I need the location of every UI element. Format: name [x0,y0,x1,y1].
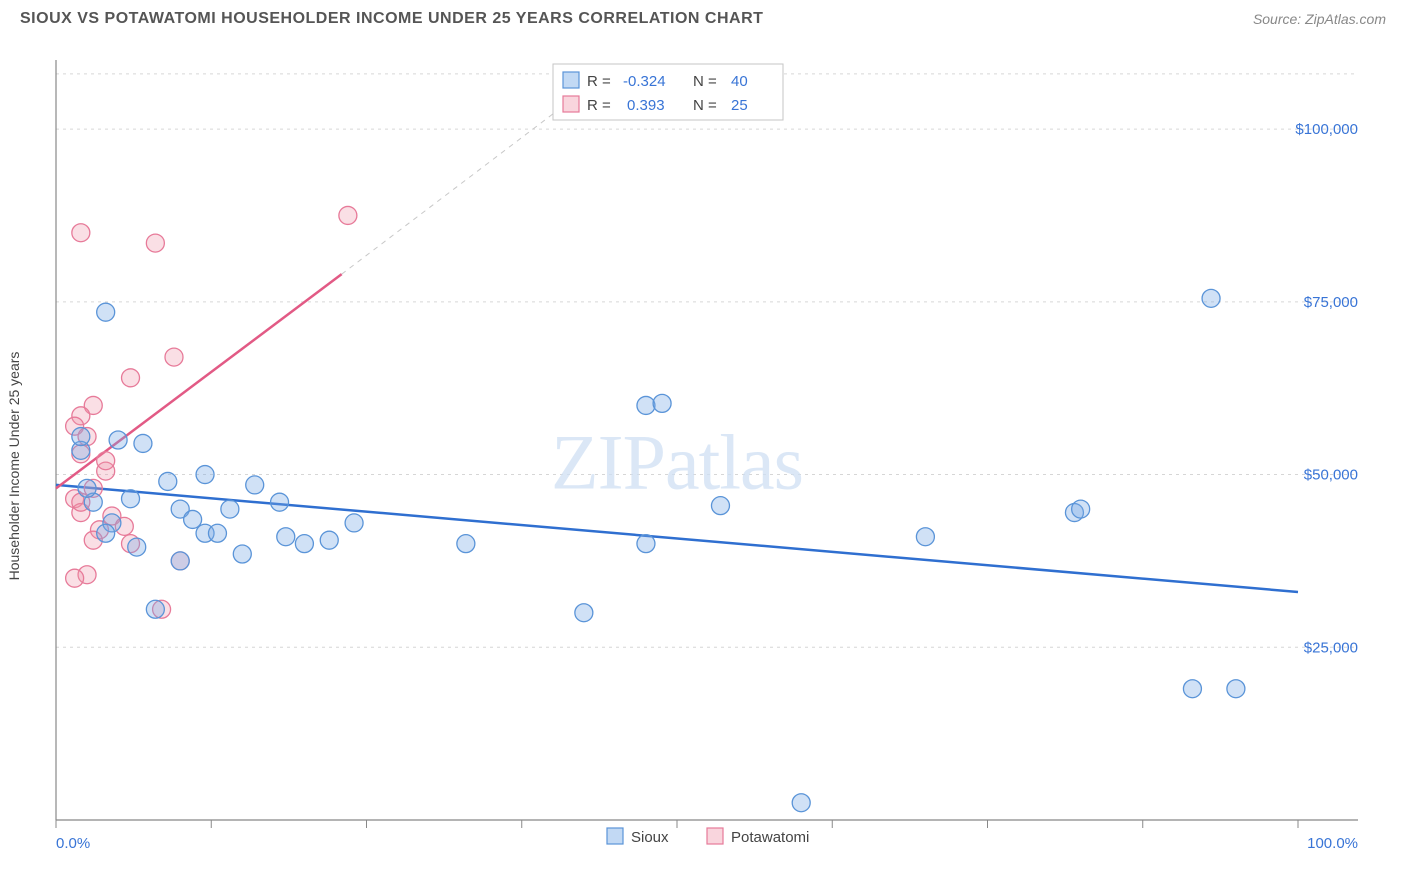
stats-n-sioux: 40 [731,73,748,90]
data-point-potawatomi [97,452,115,470]
y-tick-label: $100,000 [1295,121,1358,138]
data-point-sioux [320,531,338,549]
data-point-sioux [271,493,289,511]
data-point-sioux [916,528,934,546]
data-point-sioux [637,535,655,553]
data-point-sioux [1072,500,1090,518]
legend-swatch-sioux [607,828,623,844]
data-point-potawatomi [72,224,90,242]
data-point-potawatomi [66,569,84,587]
data-point-sioux [78,479,96,497]
data-point-sioux [159,472,177,490]
data-point-sioux [1202,289,1220,307]
y-tick-label: $25,000 [1304,639,1358,656]
data-point-sioux [711,497,729,515]
stats-n-label: N = [693,97,717,114]
data-point-sioux [277,528,295,546]
x-tick-label: 100.0% [1307,835,1358,852]
scatter-chart: ZIPatlas 0.0% 100.0% $25,000 $50,000 $75,000 $… [18,40,1388,890]
stats-r-potawatomi: 0.393 [627,97,665,114]
data-point-sioux [575,604,593,622]
x-tick-label: 0.0% [56,835,90,852]
data-point-sioux [221,500,239,518]
stats-n-label: N = [693,73,717,90]
data-point-sioux [792,794,810,812]
legend-label-potawatomi: Potawatomi [731,829,809,846]
data-point-sioux [1227,680,1245,698]
data-point-sioux [295,535,313,553]
legend-swatch-potawatomi [707,828,723,844]
data-point-sioux [146,600,164,618]
data-point-sioux [637,396,655,414]
legend-swatch-potawatomi [563,96,579,112]
data-point-sioux [122,490,140,508]
data-point-sioux [457,535,475,553]
data-point-sioux [184,510,202,528]
y-tick-label: $75,000 [1304,294,1358,311]
y-axis-label: Householder Income Under 25 years [6,352,22,581]
stats-n-potawatomi: 25 [731,97,748,114]
data-point-sioux [134,434,152,452]
data-point-sioux [97,303,115,321]
data-point-sioux [196,466,214,484]
chart-header: SIOUX VS POTAWATOMI HOUSEHOLDER INCOME U… [0,0,1406,34]
data-point-sioux [345,514,363,532]
data-point-sioux [97,524,115,542]
stats-r-label: R = [587,97,611,114]
stats-r-sioux: -0.324 [623,73,666,90]
data-point-sioux [653,394,671,412]
chart-source: Source: ZipAtlas.com [1253,11,1386,27]
y-tick-label: $50,000 [1304,467,1358,484]
data-point-sioux [246,476,264,494]
data-point-sioux [208,524,226,542]
data-point-sioux [233,545,251,563]
legend-swatch-sioux [563,72,579,88]
chart-container: Householder Income Under 25 years ZIPatl… [18,40,1388,892]
data-point-sioux [128,538,146,556]
data-point-sioux [171,552,189,570]
data-point-potawatomi [122,369,140,387]
data-point-sioux [109,431,127,449]
data-point-sioux [72,428,90,446]
chart-title: SIOUX VS POTAWATOMI HOUSEHOLDER INCOME U… [20,10,763,28]
data-point-potawatomi [165,348,183,366]
legend-label-sioux: Sioux [631,829,669,846]
stats-r-label: R = [587,73,611,90]
watermark: ZIPatlas [551,418,803,505]
data-point-sioux [1183,680,1201,698]
data-point-potawatomi [146,234,164,252]
data-point-potawatomi [339,206,357,224]
